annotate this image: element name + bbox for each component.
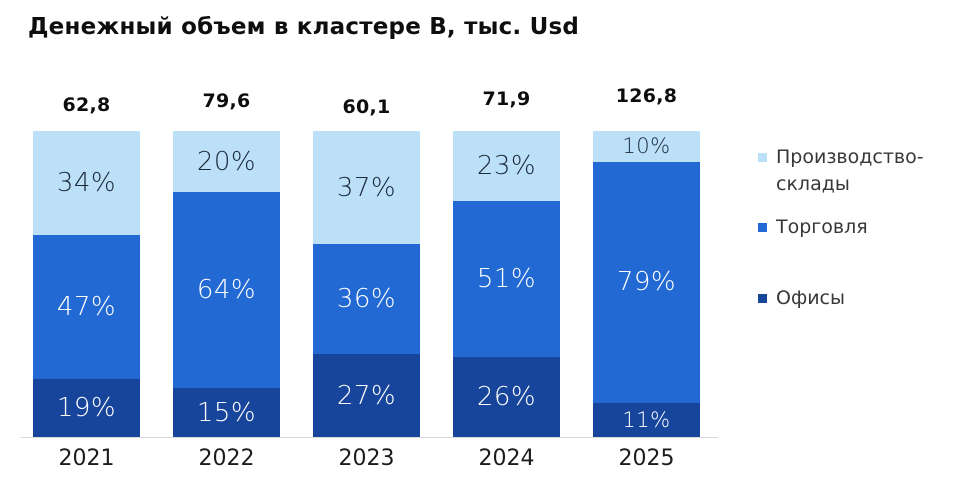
total-label: 126,8 [615, 85, 678, 107]
bar-segment: 10% [593, 131, 700, 162]
x-axis-label: 2023 [338, 446, 395, 471]
bar-segment: 47% [33, 235, 140, 379]
bar-segment: 36% [313, 244, 420, 355]
bar-segment: 23% [453, 131, 560, 202]
percent-label: 47% [56, 291, 117, 322]
percent-label: 37% [336, 172, 397, 203]
bar-segment: 20% [173, 131, 280, 193]
percent-label: 64% [196, 275, 257, 306]
bar-segment: 26% [453, 357, 560, 437]
bar-2021: 34% 47% 19% [33, 131, 140, 437]
percent-label: 79% [616, 267, 677, 298]
x-axis-label: 2021 [58, 446, 115, 471]
legend-label: Офисы [776, 287, 845, 309]
legend-item: Производство-склады [758, 144, 931, 198]
x-axis-line [20, 437, 718, 438]
percent-label: 36% [336, 284, 397, 315]
percent-label: 51% [476, 264, 537, 295]
legend-swatch-icon [758, 153, 767, 162]
percent-label: 26% [476, 382, 537, 413]
bar-segment: 15% [173, 388, 280, 437]
legend-label: Торговля [776, 216, 868, 238]
legend-swatch-icon [758, 223, 767, 232]
legend-item: Торговля [758, 214, 868, 241]
bar-2024: 23% 51% 26% [453, 131, 560, 437]
percent-label: 27% [336, 380, 397, 411]
percent-label: 15% [196, 397, 257, 428]
bar-segment: 19% [33, 378, 140, 437]
x-axis-label: 2025 [618, 446, 675, 471]
legend-swatch-icon [758, 294, 767, 303]
bar-2023: 37% 36% 27% [313, 131, 420, 437]
x-axis-label: 2022 [198, 446, 255, 471]
bar-segment: 64% [173, 192, 280, 389]
percent-label: 23% [476, 151, 537, 182]
bar-segment: 51% [453, 201, 560, 358]
bar-segment: 79% [593, 161, 700, 404]
legend-item: Офисы [758, 285, 845, 312]
percent-label: 11% [622, 407, 671, 432]
percent-label: 10% [622, 133, 671, 158]
legend-label: Производство-склады [776, 146, 924, 195]
percent-label: 19% [56, 392, 117, 423]
total-label: 62,8 [62, 94, 111, 116]
bar-2022: 20% 64% 15% [173, 131, 280, 437]
percent-label: 20% [196, 146, 257, 177]
total-label: 79,6 [202, 90, 251, 112]
total-label: 60,1 [342, 96, 391, 118]
percent-label: 34% [56, 168, 117, 199]
bar-2025: 10% 79% 11% [593, 131, 700, 437]
bar-segment: 37% [313, 131, 420, 245]
total-label: 71,9 [482, 88, 531, 110]
x-axis-label: 2024 [478, 446, 535, 471]
chart-title: Денежный объем в кластере В, тыс. Usd [28, 14, 580, 40]
bar-segment: 27% [313, 354, 420, 437]
bar-segment: 11% [593, 403, 700, 437]
bar-segment: 34% [33, 131, 140, 236]
